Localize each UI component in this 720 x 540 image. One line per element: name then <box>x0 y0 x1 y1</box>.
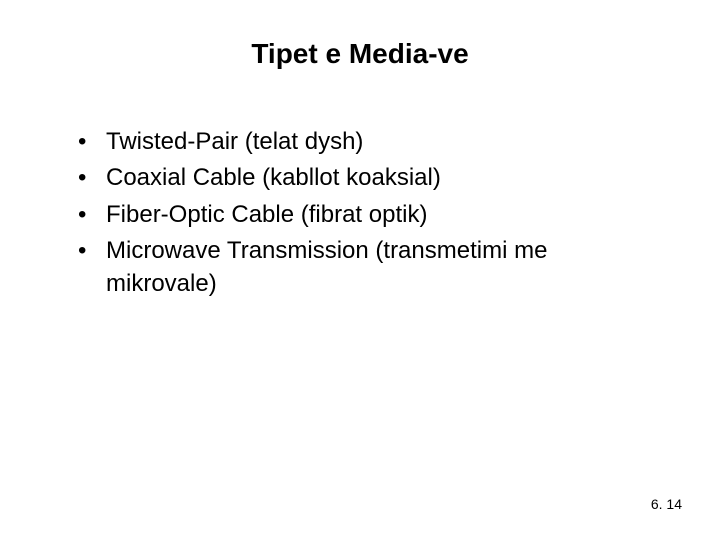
slide-title: Tipet e Media-ve <box>60 38 660 70</box>
list-item: Twisted-Pair (telat dysh) <box>78 126 660 158</box>
list-item: Fiber-Optic Cable (fibrat optik) <box>78 199 660 231</box>
slide: Tipet e Media-ve Twisted-Pair (telat dys… <box>0 0 720 540</box>
list-item: Microwave Transmission (transmetimi me m… <box>78 235 660 300</box>
bullet-list: Twisted-Pair (telat dysh) Coaxial Cable … <box>60 126 660 300</box>
page-number: 6. 14 <box>651 496 682 512</box>
list-item: Coaxial Cable (kabllot koaksial) <box>78 162 660 194</box>
